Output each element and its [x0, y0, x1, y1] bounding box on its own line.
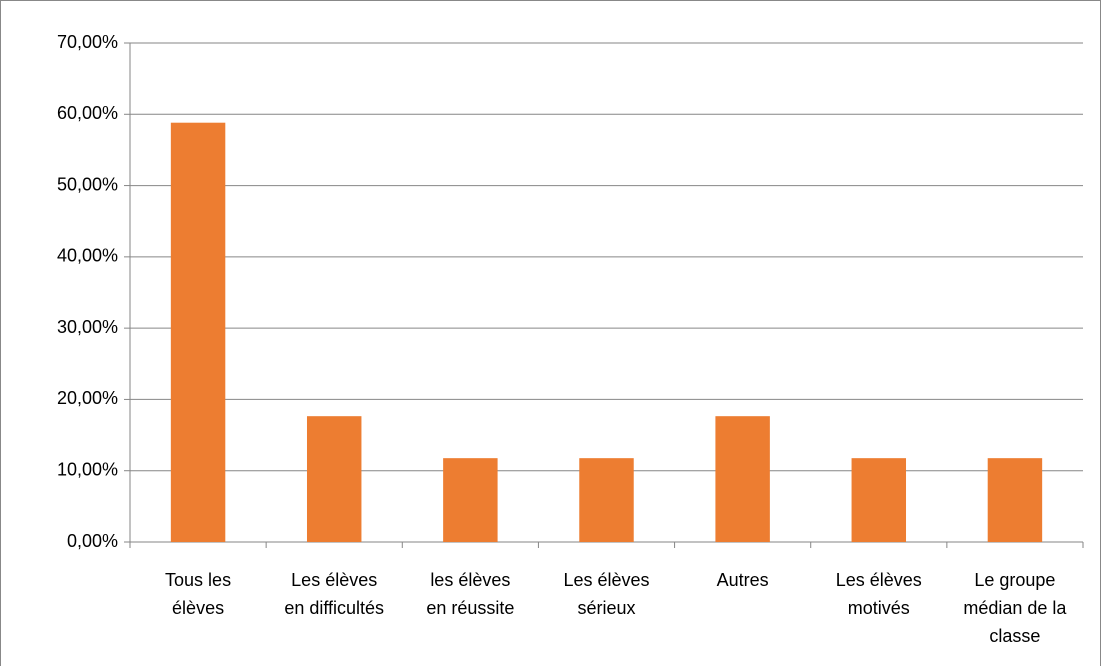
bar: [306, 416, 362, 542]
bar: [851, 458, 907, 542]
bar: [987, 458, 1043, 542]
x-tick-label: Autres: [716, 570, 769, 590]
y-tick-label: 0,00%: [67, 531, 118, 551]
y-tick-label: 50,00%: [57, 174, 118, 194]
bar: [715, 416, 770, 542]
y-tick-label: 60,00%: [57, 103, 118, 123]
x-tick-label: Le groupe médian de la classe: [963, 570, 1067, 646]
bar: [170, 122, 226, 543]
y-tick-label: 10,00%: [57, 459, 118, 479]
y-tick-label: 30,00%: [57, 317, 118, 337]
y-tick-label: 20,00%: [57, 388, 118, 408]
y-tick-label: 40,00%: [57, 246, 118, 266]
x-tick-label: Tous les élèves: [165, 570, 232, 618]
x-tick-label: Les élèves en difficultés: [284, 570, 385, 618]
x-tick-label: les élèves en réussite: [426, 570, 515, 618]
x-tick-label: Les élèves sérieux: [563, 570, 650, 618]
bar: [443, 458, 498, 542]
bar: [579, 458, 634, 542]
x-tick-label: Les élèves motivés: [835, 570, 922, 618]
y-tick-label: 70,00%: [57, 32, 118, 52]
